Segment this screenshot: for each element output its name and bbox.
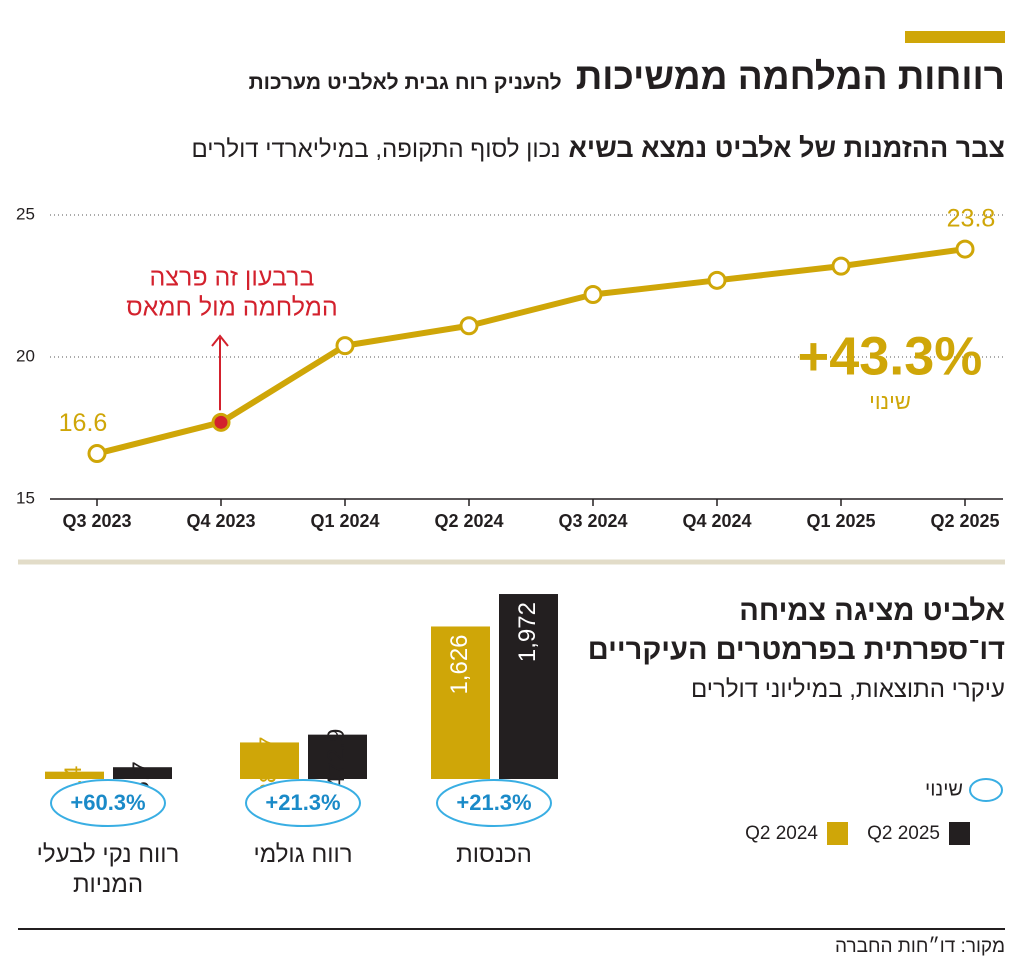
line-heading: צבר ההזמנות של אלביט נמצא בשיא נכון לסוף…	[192, 133, 1006, 164]
point	[707, 270, 727, 290]
annotation-arrowhead	[211, 334, 229, 347]
bar-subtitle: עיקרי התוצאות, במיליוני דולרים	[690, 676, 1005, 703]
y-tick-label: 15	[16, 488, 35, 507]
subtitle: להעניק רוח גבית לאלביט מערכות	[248, 71, 562, 94]
x-tick-label: Q4 2023	[186, 511, 255, 531]
bar	[113, 767, 172, 779]
x-tick-label: Q4 2024	[682, 511, 751, 531]
x-tick-label: Q3 2023	[62, 511, 131, 531]
x-tick-label: Q1 2024	[310, 511, 379, 531]
legend-label: Q2 2024	[745, 823, 818, 844]
point	[831, 256, 851, 276]
header: רווחות המלחמה ממשיכות להעניק רוח גבית לא…	[249, 56, 1005, 98]
category-label: הכנסות	[456, 841, 532, 868]
source: מקור: דו״חות החברה	[834, 936, 1005, 957]
category-label: רווח נקי לבעלי המניות	[36, 841, 180, 898]
category-label: רווח גולמי	[253, 841, 353, 868]
change-label: +21.3%	[265, 790, 340, 815]
bar	[240, 742, 299, 779]
line-subtitle: נכון לסוף התקופה, במיליארדי דולרים	[191, 136, 561, 163]
change-label: +21.3%	[456, 790, 531, 815]
annotation: ברבעון זה פרצה	[150, 264, 315, 292]
change-value: +43.3%	[798, 326, 983, 386]
x-tick-label: Q3 2024	[558, 511, 627, 531]
accent-bar	[905, 31, 1005, 43]
legend-swatch	[827, 822, 848, 845]
point	[211, 412, 231, 432]
bar	[431, 626, 490, 779]
x-tick-label: Q2 2025	[930, 511, 999, 531]
annotation: המלחמה מול חמאס	[126, 294, 338, 322]
data-label: 1,626	[446, 634, 473, 694]
bar	[499, 594, 558, 779]
x-tick-label: Q2 2024	[434, 511, 503, 531]
bar	[45, 771, 104, 779]
change-badge	[245, 779, 361, 827]
point	[87, 444, 107, 464]
data-label: 23.8	[947, 205, 996, 233]
legend-label: Q2 2025	[867, 823, 940, 844]
legend-swatch	[949, 822, 970, 845]
data-label: 1,972	[514, 602, 541, 662]
change-caption: שינוי	[869, 389, 911, 414]
y-tick-label: 20	[16, 346, 35, 365]
title: רווחות המלחמה ממשיכות	[575, 56, 1005, 97]
y-tick-label: 25	[16, 204, 35, 223]
x-tick-label: Q1 2025	[806, 511, 875, 531]
legend-change-swatch	[969, 778, 1003, 802]
change-badge	[436, 779, 552, 827]
change-badge	[50, 779, 166, 827]
change-label: +60.3%	[70, 790, 145, 815]
bar-heading: אלביט מציגה צמיחה דו־ספרתית בפרמטרים העי…	[588, 592, 1005, 709]
bar-title: אלביט מציגה צמיחה	[739, 595, 1005, 627]
point	[335, 336, 355, 356]
data-label: 472.9	[323, 729, 350, 789]
legend-change-label: שינוי	[925, 778, 963, 800]
data-line	[96, 246, 966, 457]
bar-title: דו־ספרתית בפרמטרים העיקריים	[587, 634, 1005, 666]
point	[955, 239, 975, 259]
data-label: 16.6	[59, 409, 108, 437]
line-title: צבר ההזמנות של אלביט נמצא בשיא	[568, 133, 1005, 163]
point	[583, 285, 603, 305]
bar	[308, 734, 367, 779]
point	[459, 316, 479, 336]
